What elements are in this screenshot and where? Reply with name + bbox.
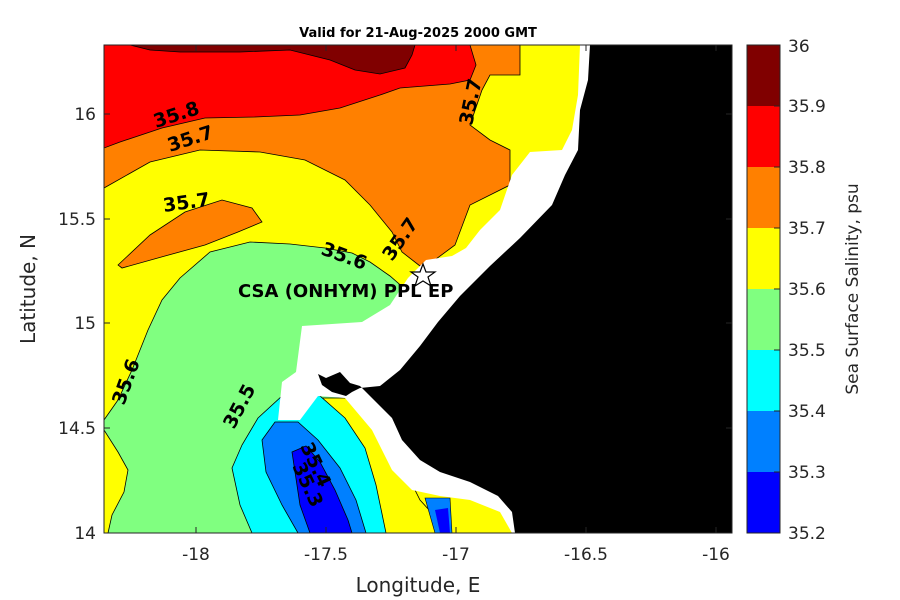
- colorbar-tick-label: 36: [788, 37, 810, 57]
- y-tick-label: 16: [74, 105, 96, 125]
- colorbar-tick-label: 35.9: [788, 97, 826, 117]
- colorbar-swatch: [747, 167, 780, 228]
- colorbar-tick-label: 35.2: [788, 524, 826, 544]
- band-35-9: [129, 45, 416, 75]
- x-tick-label: -18: [182, 545, 210, 565]
- x-tick-label: -17: [442, 545, 470, 565]
- colorbar-swatch: [747, 106, 780, 167]
- colorbar-tick-label: 35.8: [788, 158, 826, 178]
- colorbar: [746, 44, 781, 534]
- map-title: Valid for 21-Aug-2025 2000 GMT: [299, 26, 537, 41]
- y-tick-label: 14: [74, 524, 96, 544]
- map-plot-area: [104, 45, 732, 533]
- band-35-1-coastal: [435, 508, 450, 533]
- y-tick-label: 15: [74, 314, 96, 334]
- x-tick-label: -16: [702, 545, 730, 565]
- x-axis-label: Longitude, E: [356, 573, 481, 597]
- colorbar-label: Sea Surface Salinity, psu: [843, 183, 863, 394]
- colorbar-swatch: [747, 411, 780, 472]
- colorbar-swatch: [747, 472, 780, 533]
- colorbar-tick-label: 35.6: [788, 280, 826, 300]
- y-axis: [104, 113, 732, 534]
- star-icon: [409, 262, 437, 288]
- site-label: CSA (ONHYM) PPL EP: [238, 281, 453, 302]
- colorbar-tick-label: 35.5: [788, 341, 826, 361]
- x-tick-label: -17.5: [304, 545, 348, 565]
- land-mass: [318, 45, 732, 533]
- band-35-6-corner: [104, 429, 129, 533]
- colorbar-swatch: [747, 289, 780, 350]
- x-tick-label: -16.5: [564, 545, 608, 565]
- colorbar-swatch: [747, 45, 780, 106]
- colorbar-tick-label: 35.7: [788, 219, 826, 239]
- colorbar-swatch: [747, 228, 780, 289]
- colorbar-swatch: [747, 350, 780, 411]
- colorbar-tick-label: 35.4: [788, 402, 826, 422]
- y-tick-label: 15.5: [58, 210, 96, 230]
- colorbar-tick-label: 35.3: [788, 463, 826, 483]
- band-35-7-blob: [117, 199, 263, 269]
- band-35-2: [291, 445, 353, 533]
- x-axis: [195, 45, 717, 533]
- y-tick-label: 14.5: [58, 419, 96, 439]
- axes-frame: [103, 44, 733, 534]
- y-axis-label: Latitude, N: [16, 234, 40, 344]
